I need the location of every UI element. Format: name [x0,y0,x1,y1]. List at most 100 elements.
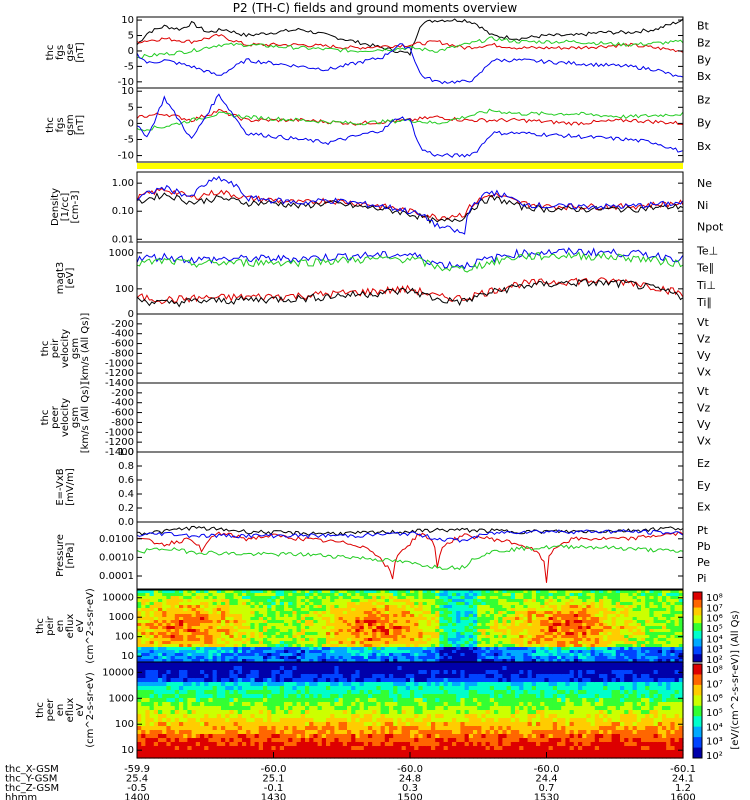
heatmap-cell [414,653,419,657]
heatmap-cell [620,620,625,624]
heatmap-cell [439,644,445,648]
heatmap-cell [523,605,529,609]
heatmap-cell [221,742,226,747]
heatmap-cell [628,632,634,636]
heatmap-cell [338,754,344,759]
heatmap-cell [313,754,319,759]
heatmap-cell [229,694,235,699]
heatmap-cell [519,623,524,627]
heatmap-cell [221,662,226,667]
heatmap-cell [515,599,520,603]
heatmap-cell [321,614,327,618]
heatmap-cell [515,611,520,615]
heatmap-cell [678,650,684,654]
heatmap-cell [653,590,659,594]
heatmap-cell [338,593,344,597]
heatmap-cell [494,617,499,621]
heatmap-cell [162,650,167,654]
heatmap-cell [351,617,356,621]
heatmap-cell [363,666,369,671]
heatmap-cell [481,590,487,594]
heatmap-cell [477,602,482,606]
heatmap-cell [368,706,373,711]
heatmap-cell [166,635,172,639]
heatmap-cell [481,596,487,600]
heatmap-cell [162,647,167,651]
heatmap-cell [531,653,537,657]
heatmap-cell [359,734,365,739]
heatmap-cell [279,656,285,660]
heatmap-cell [254,626,260,630]
heatmap-cell [258,714,264,719]
heatmap-cell [481,644,487,648]
heatmap-cell [237,734,243,739]
heatmap-cell [271,702,277,707]
panel-frame [136,451,684,523]
heatmap-cell [212,590,218,594]
heatmap-cell [477,659,482,663]
heatmap-cell [204,614,209,618]
heatmap-cell [657,629,663,633]
heatmap-cell [380,734,386,739]
heatmap-cell [456,599,461,603]
heatmap-cell [275,635,281,639]
heatmap-cell [510,647,516,651]
heatmap-cell [347,710,352,715]
heatmap-cell [179,722,184,727]
heatmap-cell [636,602,642,606]
heatmap-cell [195,632,201,636]
heatmap-cell [384,641,390,645]
heatmap-cell [405,620,411,624]
heatmap-cell [284,726,289,731]
heatmap-cell [481,617,487,621]
heatmap-cell [158,593,163,597]
heatmap-cell [166,754,172,759]
heatmap-cell [363,620,369,624]
heatmap-cell [452,614,457,618]
heatmap-cell [426,599,432,603]
heatmap-cell [485,599,491,603]
heatmap-cell [380,682,386,687]
heatmap-cell [233,620,239,624]
heatmap-cell [620,590,625,594]
heatmap-cell [506,611,512,615]
panel-density [136,171,684,243]
heatmap-cell [141,738,146,743]
heatmap-cell [250,730,256,735]
heatmap-cell [485,653,491,657]
heatmap-cell [456,623,461,627]
heatmap-cell [284,694,289,699]
heatmap-cell [401,750,407,755]
heatmap-cell [410,659,415,663]
heatmap-cell [250,710,256,715]
heatmap-cell [233,746,239,751]
heatmap-cell [510,620,516,624]
heatmap-cell [662,593,667,597]
heatmap-cell [397,653,403,657]
heatmap-cell [523,644,529,648]
heatmap-cell [607,614,613,618]
heatmap-cell [141,702,146,707]
heatmap-cell [489,641,495,645]
heatmap-cell [225,686,230,691]
heatmap-cell [284,638,289,642]
heatmap-cell [183,602,188,606]
heatmap-cell [170,650,176,654]
heatmap-cell [162,738,167,743]
heatmap-cell [338,590,344,594]
heatmap-cell [590,656,596,660]
heatmap-cell [317,690,323,695]
heatmap-cell [292,734,298,739]
heatmap-cell [641,617,646,621]
heatmap-cell [153,629,159,633]
heatmap-cell [162,614,167,618]
heatmap-cell [200,614,205,618]
heatmap-cell [561,638,566,642]
heatmap-cell [158,647,163,651]
heatmap-cell [271,682,277,687]
heatmap-cell [611,641,617,645]
heatmap-cell [477,620,482,624]
heatmap-cell [242,641,247,645]
heatmap-cell [418,608,424,612]
heatmap-cell [611,620,617,624]
